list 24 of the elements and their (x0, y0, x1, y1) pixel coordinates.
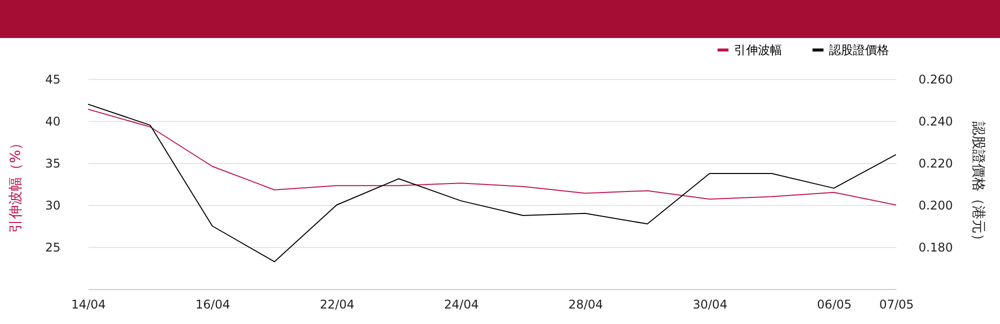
x-tick-label: 14/04 (71, 298, 106, 312)
y-tick-label: 30 (45, 198, 60, 212)
x-tick-label: 24/04 (444, 298, 479, 312)
y-tick-label: 45 (45, 72, 60, 86)
line-series (88, 104, 896, 262)
x-tick-label: 07/05 (879, 298, 914, 312)
x-tick-label: 30/04 (692, 298, 728, 312)
y-axis-title: 引伸波幅（%） (8, 136, 24, 234)
y2-tick-label: 0.220 (918, 156, 953, 170)
y-tick-label: 40 (45, 114, 60, 128)
y2-tick-label: 0.200 (918, 198, 953, 212)
legend-label: 認股證價格 (829, 43, 889, 57)
x-tick-label: 28/04 (568, 298, 604, 312)
y-tick-label: 25 (45, 240, 60, 254)
line-series (88, 108, 896, 206)
y2-tick-label: 0.260 (918, 72, 953, 86)
y2-tick-label: 0.240 (918, 114, 953, 128)
x-tick-label: 16/04 (196, 298, 230, 312)
x-tick-label: 06/05 (817, 298, 852, 312)
x-tick-label: 22/04 (320, 298, 354, 312)
y2-axis-title: 認股證價格（港元） (970, 122, 986, 248)
y-tick-label: 35 (45, 156, 60, 170)
legend-label: 引伸波幅 (734, 43, 782, 57)
y2-tick-label: 0.180 (918, 240, 953, 254)
